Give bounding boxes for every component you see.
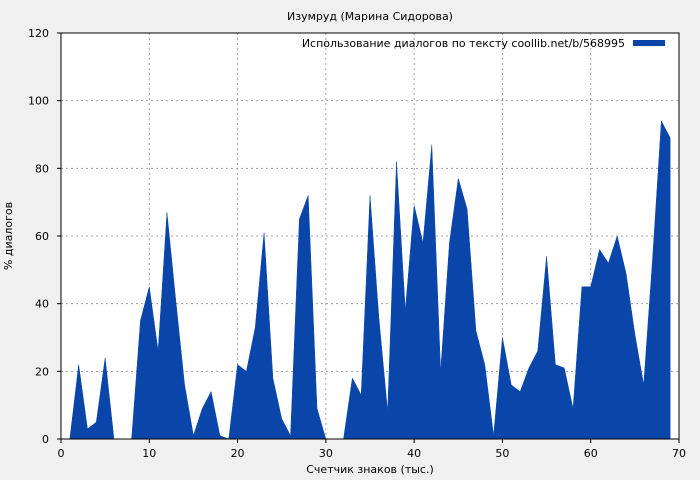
y-tick-label: 20 — [35, 365, 49, 378]
y-axis-label: % диалогов — [2, 202, 15, 270]
x-tick-label: 70 — [672, 447, 686, 460]
x-tick-label: 10 — [142, 447, 156, 460]
x-axis-label: Счетчик знаков (тыс.) — [306, 463, 434, 476]
y-tick-label: 100 — [28, 95, 49, 108]
x-tick-label: 60 — [584, 447, 598, 460]
series-layer — [61, 120, 671, 440]
x-tick-label: 30 — [319, 447, 333, 460]
y-tick-label: 80 — [35, 162, 49, 175]
x-tick-label: 50 — [495, 447, 509, 460]
legend: Использование диалогов по тексту coollib… — [302, 37, 665, 50]
y-tick-label: 120 — [28, 27, 49, 40]
series-area-0 — [61, 120, 671, 440]
x-tick-label: 40 — [407, 447, 421, 460]
chart-title: Изумруд (Марина Сидорова) — [287, 10, 453, 23]
x-tick-label: 20 — [231, 447, 245, 460]
ticks: 0 10 20 30 40 50 60 70 0 20 40 60 80 100 120 — [28, 27, 686, 460]
y-tick-label: 40 — [35, 298, 49, 311]
x-tick-label: 0 — [58, 447, 65, 460]
y-tick-label: 60 — [35, 230, 49, 243]
legend-swatch — [633, 40, 665, 46]
legend-label: Использование диалогов по тексту coollib… — [302, 37, 625, 50]
y-tick-label: 0 — [42, 433, 49, 446]
